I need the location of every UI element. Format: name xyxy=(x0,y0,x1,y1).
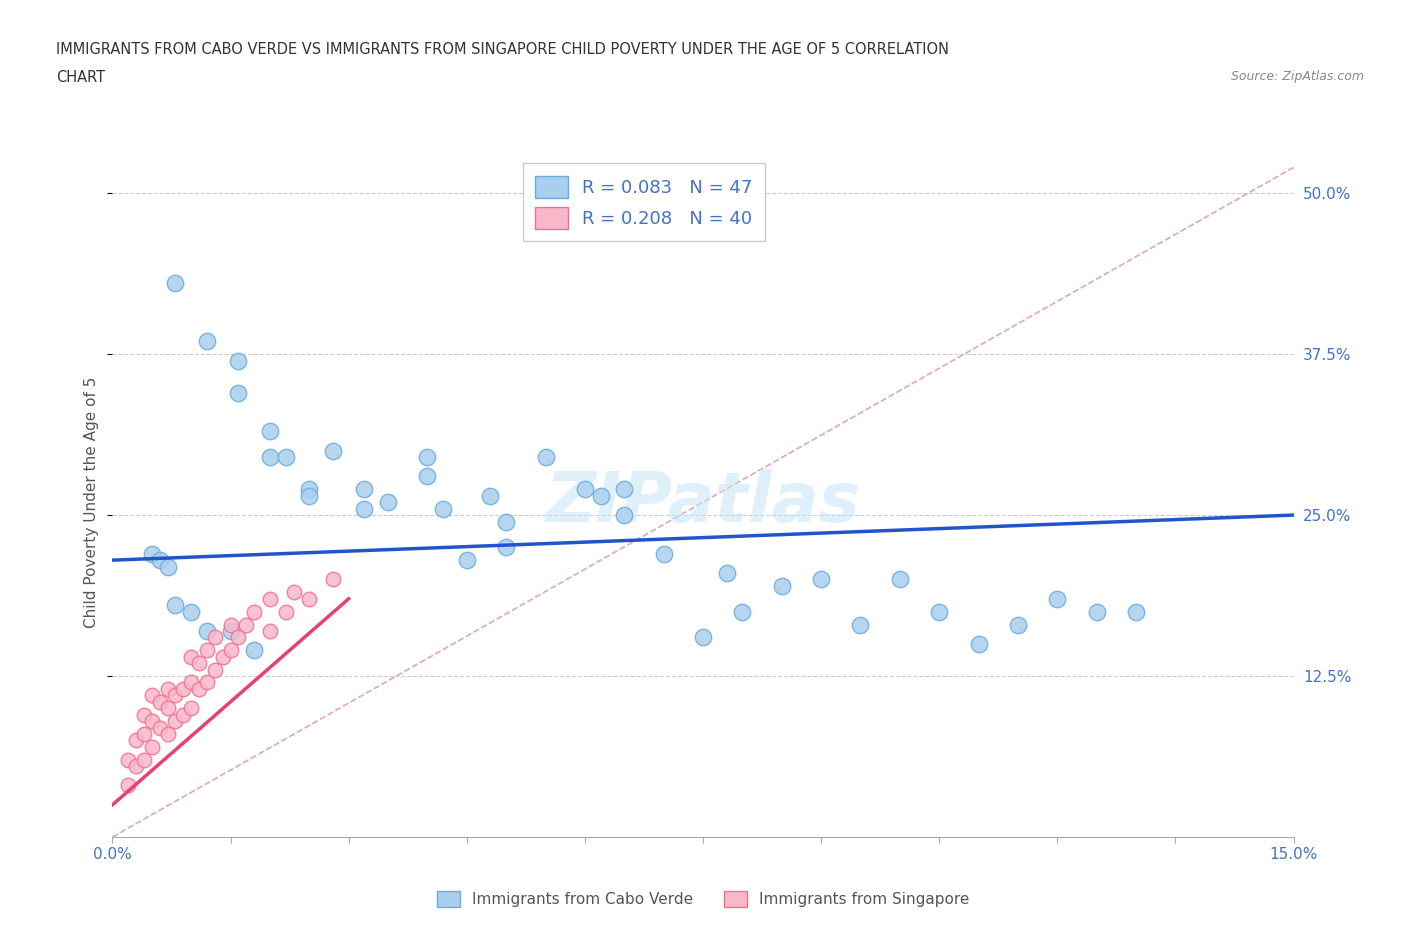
Point xyxy=(1007,618,1029,632)
Point xyxy=(172,707,194,722)
Point xyxy=(849,618,872,632)
Point xyxy=(156,682,179,697)
Point xyxy=(274,450,297,465)
Point xyxy=(298,591,321,606)
Point xyxy=(204,630,226,644)
Text: ZIPatlas: ZIPatlas xyxy=(546,469,860,536)
Point xyxy=(731,604,754,619)
Text: IMMIGRANTS FROM CABO VERDE VS IMMIGRANTS FROM SINGAPORE CHILD POVERTY UNDER THE : IMMIGRANTS FROM CABO VERDE VS IMMIGRANTS… xyxy=(56,42,949,57)
Point xyxy=(574,482,596,497)
Point xyxy=(117,752,139,767)
Legend: Immigrants from Cabo Verde, Immigrants from Singapore: Immigrants from Cabo Verde, Immigrants f… xyxy=(430,884,976,913)
Point xyxy=(613,482,636,497)
Point xyxy=(132,707,155,722)
Y-axis label: Child Poverty Under the Age of 5: Child Poverty Under the Age of 5 xyxy=(84,377,100,628)
Point xyxy=(165,713,187,728)
Point xyxy=(589,488,612,503)
Point xyxy=(125,733,148,748)
Point xyxy=(156,726,179,741)
Point xyxy=(132,752,155,767)
Point xyxy=(377,495,399,510)
Point xyxy=(204,662,226,677)
Point xyxy=(534,450,557,465)
Point xyxy=(416,469,439,484)
Point xyxy=(219,643,242,658)
Point xyxy=(416,450,439,465)
Point xyxy=(432,501,454,516)
Point xyxy=(165,276,187,291)
Point xyxy=(188,656,211,671)
Point xyxy=(211,649,233,664)
Point xyxy=(149,552,172,567)
Point xyxy=(180,675,202,690)
Point xyxy=(180,701,202,716)
Text: Source: ZipAtlas.com: Source: ZipAtlas.com xyxy=(1230,70,1364,83)
Point xyxy=(652,546,675,561)
Point xyxy=(274,604,297,619)
Point xyxy=(180,649,202,664)
Point xyxy=(117,778,139,793)
Legend: R = 0.083   N = 47, R = 0.208   N = 40: R = 0.083 N = 47, R = 0.208 N = 40 xyxy=(523,163,765,242)
Point xyxy=(149,695,172,710)
Point xyxy=(180,604,202,619)
Point xyxy=(613,508,636,523)
Point xyxy=(495,514,517,529)
Point xyxy=(141,546,163,561)
Point xyxy=(810,572,832,587)
Point xyxy=(495,539,517,554)
Point xyxy=(456,552,478,567)
Point xyxy=(259,591,281,606)
Point xyxy=(141,739,163,754)
Point xyxy=(149,720,172,735)
Point xyxy=(928,604,950,619)
Point xyxy=(243,604,266,619)
Point xyxy=(165,598,187,613)
Point xyxy=(353,501,375,516)
Point xyxy=(195,643,218,658)
Point xyxy=(1046,591,1069,606)
Point xyxy=(195,623,218,638)
Point xyxy=(692,630,714,644)
Point xyxy=(156,559,179,574)
Point xyxy=(353,482,375,497)
Point xyxy=(141,713,163,728)
Point xyxy=(132,726,155,741)
Point xyxy=(228,385,250,400)
Point xyxy=(259,450,281,465)
Point xyxy=(283,585,305,600)
Point xyxy=(259,623,281,638)
Point xyxy=(188,682,211,697)
Point xyxy=(322,444,344,458)
Point xyxy=(1125,604,1147,619)
Point xyxy=(889,572,911,587)
Point xyxy=(322,572,344,587)
Point xyxy=(228,630,250,644)
Point xyxy=(967,636,990,651)
Point xyxy=(228,353,250,368)
Point xyxy=(1085,604,1108,619)
Point xyxy=(219,618,242,632)
Point xyxy=(770,578,793,593)
Point xyxy=(298,482,321,497)
Point xyxy=(716,565,738,580)
Point xyxy=(195,334,218,349)
Point xyxy=(156,701,179,716)
Point xyxy=(235,618,257,632)
Point xyxy=(243,643,266,658)
Point xyxy=(259,424,281,439)
Point xyxy=(219,623,242,638)
Point xyxy=(141,688,163,703)
Point xyxy=(298,488,321,503)
Point xyxy=(195,675,218,690)
Text: CHART: CHART xyxy=(56,70,105,85)
Point xyxy=(172,682,194,697)
Point xyxy=(125,759,148,774)
Point xyxy=(479,488,502,503)
Point xyxy=(165,688,187,703)
